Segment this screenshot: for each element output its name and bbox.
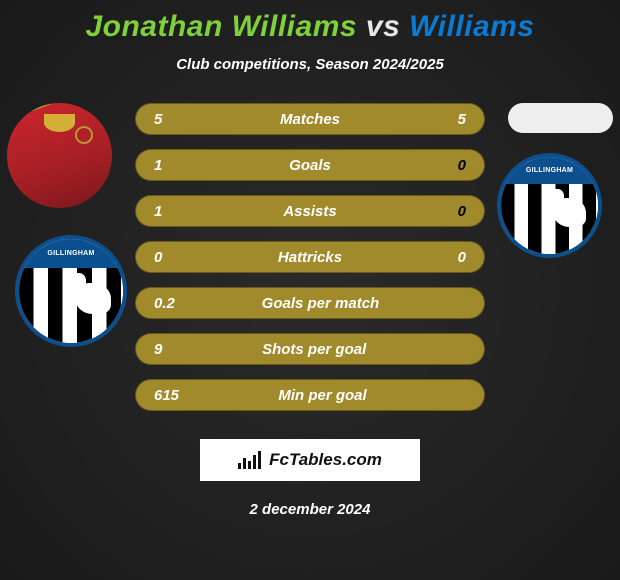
stat-label: Min per goal	[278, 387, 366, 404]
vs-text: vs	[366, 10, 400, 43]
stat-left-value: 1	[154, 203, 162, 220]
stat-label: Hattricks	[278, 249, 342, 266]
stat-row: 1 Assists 0	[135, 195, 485, 227]
stat-label: Goals per match	[262, 295, 380, 312]
stat-left-value: 1	[154, 157, 162, 174]
player2-club-badge: GILLINGHAM	[497, 153, 602, 258]
stat-right-value: 0	[458, 157, 466, 174]
player1-name: Jonathan Williams	[85, 10, 357, 43]
player1-avatar	[7, 103, 112, 208]
bars-icon	[238, 451, 261, 469]
badge-label: GILLINGHAM	[19, 239, 123, 268]
footer-date: 2 december 2024	[0, 501, 620, 518]
player1-jersey-icon	[7, 103, 112, 208]
stat-row: 0.2 Goals per match	[135, 287, 485, 319]
stat-left-value: 0	[154, 249, 162, 266]
stat-row: 0 Hattricks 0	[135, 241, 485, 273]
stat-label: Shots per goal	[262, 341, 366, 358]
stat-left-value: 0.2	[154, 295, 175, 312]
badge-label: GILLINGHAM	[501, 157, 598, 184]
brand-badge: FcTables.com	[200, 439, 420, 481]
stat-right-value: 0	[458, 249, 466, 266]
comparison-area: GILLINGHAM GILLINGHAM 5 Matches 5 1 Goals 0 1 A…	[0, 103, 620, 411]
player2-name: Williams	[409, 10, 534, 43]
stat-right-value: 5	[458, 111, 466, 128]
stat-row: 9 Shots per goal	[135, 333, 485, 365]
stat-row: 5 Matches 5	[135, 103, 485, 135]
page-title: Jonathan Williams vs Williams	[0, 0, 620, 44]
stat-label: Matches	[280, 111, 340, 128]
crest-icon	[75, 126, 93, 144]
stat-row: 1 Goals 0	[135, 149, 485, 181]
stat-label: Assists	[283, 203, 336, 220]
stat-row: 615 Min per goal	[135, 379, 485, 411]
subtitle: Club competitions, Season 2024/2025	[0, 56, 620, 73]
stat-left-value: 615	[154, 387, 179, 404]
brand-text: FcTables.com	[269, 450, 382, 470]
stat-left-value: 5	[154, 111, 162, 128]
stat-label: Goals	[289, 157, 331, 174]
horse-icon	[553, 198, 586, 227]
gillingham-badge-icon: GILLINGHAM	[497, 153, 602, 258]
gillingham-badge-icon: GILLINGHAM	[15, 235, 127, 347]
player1-club-badge: GILLINGHAM	[15, 235, 127, 347]
stat-right-value: 0	[458, 203, 466, 220]
stat-rows: 5 Matches 5 1 Goals 0 1 Assists 0 0 Hattricks 0 0.2 G…	[135, 103, 485, 411]
player2-avatar	[508, 103, 613, 133]
horse-icon	[75, 283, 110, 314]
stat-left-value: 9	[154, 341, 162, 358]
